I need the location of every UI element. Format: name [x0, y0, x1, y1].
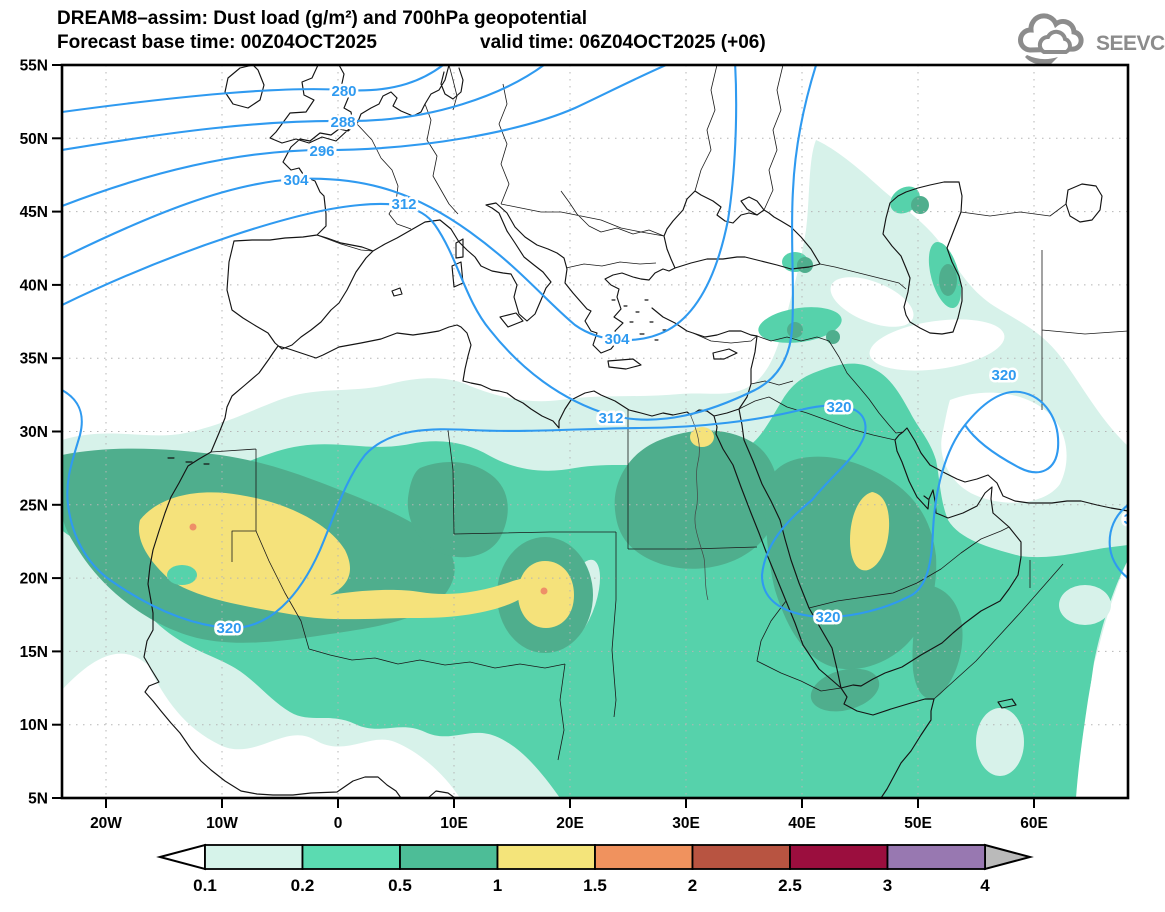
latitude-axis: 55N 50N 45N 40N 35N 30N 25N 20N 15N 10N 5N: [20, 58, 62, 808]
colorbar-below-arrow: [156, 843, 206, 871]
dust-minimum: [830, 277, 914, 327]
lon-tick-label: 10W: [206, 815, 238, 832]
colorbar-segment: [204, 844, 304, 870]
dust-patch: [797, 257, 813, 273]
dust-minimum: [1076, 560, 1128, 798]
dust-area-1.5: [189, 523, 197, 531]
colorbar-segment: [496, 844, 596, 870]
colorbar-level-label: 1.5: [583, 876, 607, 895]
seevccc-logo: SEEVCCC: [1018, 13, 1165, 65]
dust-area-0.5: [810, 668, 880, 712]
colorbar-level-label: 0.5: [388, 876, 412, 895]
colorbar-level-label: 2: [688, 876, 697, 895]
lat-tick-label: 15N: [20, 644, 48, 661]
lat-tick-label: 30N: [20, 424, 48, 441]
dust-hole: [167, 565, 197, 585]
grid-lines: [62, 65, 1128, 798]
colorbar-segment: [691, 844, 791, 870]
dust-patch: [1059, 585, 1111, 625]
lat-tick-label: 20N: [20, 571, 48, 588]
lat-tick-label: 55N: [20, 58, 48, 75]
country-borders: [210, 65, 1128, 761]
lon-tick-label: 50E: [904, 815, 932, 832]
geopotential-label: 280: [331, 83, 356, 100]
colorbar-level-label: 1: [493, 876, 502, 895]
lon-tick-label: 30E: [672, 815, 700, 832]
lat-tick-label: 45N: [20, 204, 48, 221]
lon-tick-label: 60E: [1020, 815, 1048, 832]
colorbar-above-arrow: [984, 843, 1034, 871]
geopotential-label: 312: [391, 196, 416, 213]
colorbar-segment: [399, 844, 499, 870]
geopotential-label: 304: [604, 331, 630, 348]
geopotential-label: 320: [216, 620, 241, 637]
geopotential-label: 320: [815, 609, 840, 626]
cloud-icon: [1018, 13, 1084, 65]
dust-area-0.5: [614, 430, 779, 569]
colorbar-segment: [789, 844, 889, 870]
geopotential-label: 312: [598, 410, 623, 427]
longitude-axis: 20W 10W 0 10E 20E 30E 40E 50E 60E: [90, 798, 1048, 832]
dust-load-colorbar: 0.1 0.2 0.5 1 1.5 2 2.5 3 4: [156, 843, 1034, 895]
geopotential-label: 296: [309, 143, 334, 160]
geopotential-contours: [62, 65, 1128, 630]
geopotential-label: 320: [826, 399, 851, 416]
lat-tick-label: 5N: [28, 791, 48, 808]
colorbar-segment: [886, 844, 986, 870]
lat-tick-label: 10N: [20, 717, 48, 734]
geopotential-label: 304: [283, 172, 309, 189]
lat-tick-label: 25N: [20, 497, 48, 514]
lat-tick-label: 40N: [20, 277, 48, 294]
lon-tick-label: 20W: [90, 815, 122, 832]
colorbar-level-label: 0.2: [291, 876, 315, 895]
colorbar-level-label: 0.1: [193, 876, 217, 895]
dust-patch: [976, 708, 1024, 776]
dust-area-1: [850, 492, 890, 571]
colorbar-level-label: 2.5: [778, 876, 802, 895]
colorbar-level-label: 3: [883, 876, 892, 895]
coastlines: [143, 65, 1128, 798]
lon-tick-label: 10E: [440, 815, 468, 832]
dust-area-1: [518, 561, 574, 628]
dust-minimum: [941, 392, 1067, 503]
geopotential-label: 320: [991, 367, 1016, 384]
dust-area-0.5: [912, 585, 963, 699]
lat-tick-label: 35N: [20, 351, 48, 368]
dust-area-1: [690, 427, 714, 447]
colorbar-segment: [594, 844, 694, 870]
dust-patch: [787, 322, 803, 338]
geopotential-label: 31: [1124, 511, 1141, 528]
forecast-base-time: Forecast base time: 00Z04OCT2025: [57, 32, 377, 53]
dust-patch: [911, 196, 929, 214]
lat-tick-label: 50N: [20, 131, 48, 148]
lon-tick-label: 20E: [556, 815, 584, 832]
geopotential-label: 288: [330, 114, 355, 131]
colorbar-level-label: 4: [980, 876, 990, 895]
dust-area-1.5: [540, 587, 548, 595]
lon-tick-label: 40E: [788, 815, 816, 832]
dust-area-1: [138, 492, 535, 620]
logo-text: SEEVCCC: [1096, 32, 1165, 55]
valid-time: valid time: 06Z04OCT2025 (+06): [480, 32, 766, 53]
chart-title: DREAM8–assim: Dust load (g/m²) and 700hP…: [57, 8, 587, 29]
lon-tick-label: 0: [334, 815, 343, 832]
dust-patch: [826, 330, 840, 344]
colorbar-segment: [301, 844, 401, 870]
dust-patch: [939, 264, 957, 296]
nile-river: [689, 413, 709, 601]
